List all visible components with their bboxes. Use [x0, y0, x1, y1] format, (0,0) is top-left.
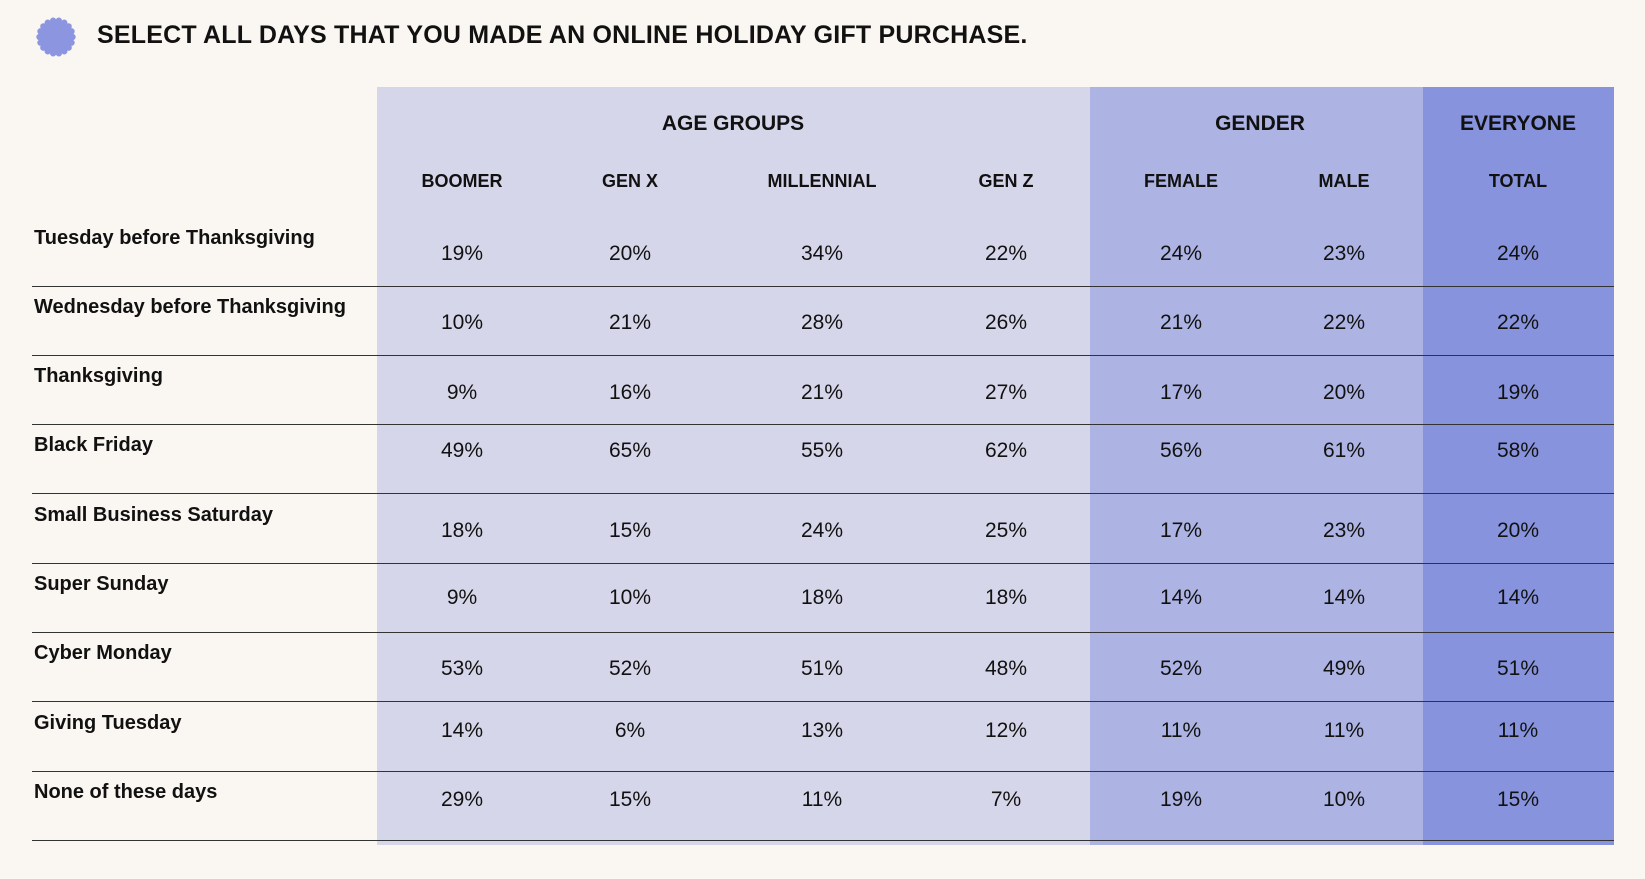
cell-gen-z: 62%: [984, 439, 1028, 462]
cell-millennial: 13%: [800, 718, 844, 742]
cell-female: 19%: [1159, 787, 1203, 811]
cell-gen-z: 7%: [990, 787, 1022, 811]
cell-total: 58%: [1496, 439, 1540, 462]
row-label: Cyber Monday: [34, 642, 172, 664]
table-row: None of these days 29% 15% 11% 7% 19% 10% 15%: [32, 771, 1614, 841]
cell-female: 52%: [1159, 657, 1203, 680]
cell-total: 15%: [1496, 787, 1540, 811]
cell-female: 11%: [1160, 718, 1202, 742]
cell-male: 20%: [1322, 380, 1366, 404]
gender-background: [1090, 87, 1423, 845]
column-header-gen-x: GEN X: [601, 171, 659, 191]
table-row: Thanksgiving 9% 16% 21% 27% 17% 20% 19%: [32, 355, 1614, 425]
cell-female: 17%: [1159, 518, 1203, 542]
column-header-total: TOTAL: [1488, 171, 1548, 191]
scalloped-badge-icon: [36, 17, 76, 57]
column-header-male: MALE: [1318, 171, 1370, 191]
cell-male: 23%: [1322, 518, 1366, 542]
table-row: Cyber Monday 53% 52% 51% 48% 52% 49% 51%: [32, 632, 1614, 702]
cell-total: 19%: [1496, 380, 1540, 404]
row-label: Wednesday before Thanksgiving: [34, 296, 346, 318]
cell-gen-x: 52%: [608, 657, 652, 680]
cell-millennial: 21%: [800, 380, 844, 404]
cell-female: 56%: [1159, 439, 1203, 462]
cell-gen-x: 15%: [608, 787, 652, 811]
row-label: Black Friday: [34, 434, 153, 456]
cell-male: 49%: [1322, 657, 1366, 680]
cell-gen-z: 25%: [984, 518, 1028, 542]
cell-female: 17%: [1159, 380, 1203, 404]
row-label: Giving Tuesday: [34, 712, 182, 734]
cell-male: 22%: [1322, 310, 1366, 334]
row-label: Tuesday before Thanksgiving: [34, 227, 315, 249]
page-title: SELECT ALL DAYS THAT YOU MADE AN ONLINE …: [97, 21, 1028, 49]
column-header-female: FEMALE: [1144, 171, 1218, 191]
cell-millennial: 18%: [800, 586, 844, 609]
cell-total: 11%: [1497, 718, 1539, 742]
cell-gen-z: 48%: [984, 657, 1028, 680]
age-groups-background: [377, 87, 1090, 845]
cell-gen-x: 6%: [614, 718, 646, 742]
cell-boomer: 18%: [440, 518, 484, 542]
cell-gen-z: 18%: [984, 586, 1028, 609]
cell-female: 21%: [1159, 310, 1203, 334]
cell-boomer: 53%: [440, 657, 484, 680]
cell-total: 51%: [1496, 657, 1540, 680]
cell-gen-x: 20%: [608, 241, 652, 265]
cell-gen-x: 15%: [608, 518, 652, 542]
cell-male: 10%: [1322, 787, 1366, 811]
row-label: Thanksgiving: [34, 365, 163, 387]
table-row: Tuesday before Thanksgiving 19% 20% 34% 22% 2…: [32, 217, 1614, 287]
cell-millennial: 28%: [800, 310, 844, 334]
group-header-gender: GENDER: [1215, 112, 1305, 135]
cell-gen-z: 22%: [984, 241, 1028, 265]
column-header-gen-z: GEN Z: [978, 171, 1034, 191]
cell-total: 24%: [1496, 241, 1540, 265]
table-row: Black Friday 49% 65% 55% 62% 56% 61% 58%: [32, 424, 1614, 494]
cell-total: 14%: [1496, 586, 1540, 609]
table-row: Small Business Saturday 18% 15% 24% 25% 17% 23…: [32, 494, 1614, 564]
cell-female: 24%: [1159, 241, 1203, 265]
row-label: Small Business Saturday: [34, 504, 273, 526]
cell-boomer: 10%: [440, 310, 484, 334]
cell-millennial: 24%: [800, 518, 844, 542]
group-header-age: AGE GROUPS: [661, 112, 805, 135]
cell-gen-z: 12%: [984, 718, 1028, 742]
row-label: None of these days: [34, 781, 218, 803]
cell-female: 14%: [1159, 586, 1203, 609]
table-row: Super Sunday 9% 10% 18% 18% 14% 14% 14%: [32, 563, 1614, 633]
cell-total: 20%: [1496, 518, 1540, 542]
cell-boomer: 9%: [446, 380, 478, 404]
cell-millennial: 11%: [801, 787, 843, 811]
cell-male: 14%: [1322, 586, 1366, 609]
cell-male: 23%: [1322, 241, 1366, 265]
cell-male: 61%: [1322, 439, 1366, 462]
column-header-millennial: MILLENNIAL: [767, 171, 877, 191]
table-row: Giving Tuesday 14% 6% 13% 12% 11% 11% 11%: [32, 702, 1614, 772]
cell-millennial: 51%: [800, 657, 844, 680]
table-row: Wednesday before Thanksgiving 10% 21% 28% 26…: [32, 286, 1614, 356]
cell-male: 11%: [1323, 718, 1365, 742]
cell-boomer: 9%: [446, 586, 478, 609]
cell-boomer: 49%: [440, 439, 484, 462]
cell-boomer: 19%: [440, 241, 484, 265]
cell-gen-z: 27%: [984, 380, 1028, 404]
cell-gen-x: 16%: [608, 380, 652, 404]
cell-millennial: 55%: [800, 439, 844, 462]
cell-gen-x: 21%: [608, 310, 652, 334]
column-header-boomer: BOOMER: [421, 171, 503, 191]
cell-boomer: 14%: [440, 718, 484, 742]
cell-gen-x: 65%: [608, 439, 652, 462]
cell-gen-x: 10%: [608, 586, 652, 609]
everyone-background: [1423, 87, 1614, 845]
cell-gen-z: 26%: [984, 310, 1028, 334]
row-label: Super Sunday: [34, 573, 169, 595]
group-header-everyone: EVERYONE: [1460, 112, 1576, 135]
cell-millennial: 34%: [800, 241, 844, 265]
cell-total: 22%: [1496, 310, 1540, 334]
cell-boomer: 29%: [440, 787, 484, 811]
